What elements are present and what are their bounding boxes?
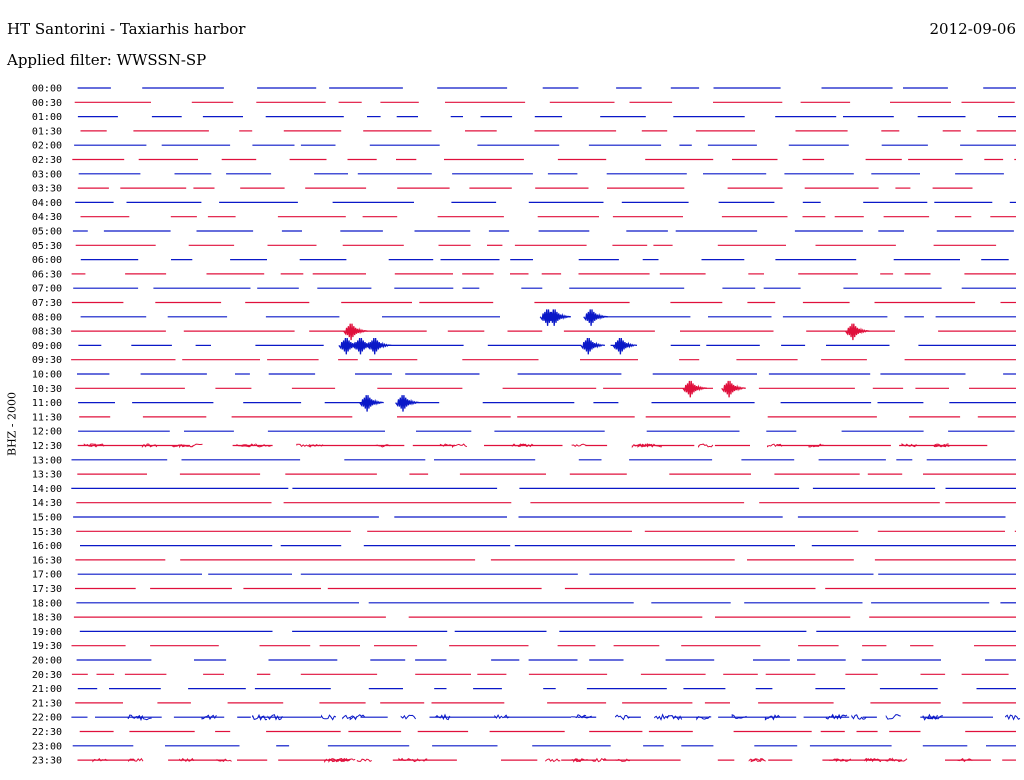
row-time-label: 10:30 [32,384,62,395]
row-time-label: 02:00 [32,141,62,152]
row-time-label: 07:00 [32,284,62,295]
row-time-label: 20:00 [32,656,62,667]
row-time-label: 23:00 [32,741,62,752]
row-time-label: 01:00 [32,112,62,123]
noise-burst [127,713,1021,722]
row-time-label: 21:00 [32,684,62,695]
row-time-label: 09:30 [32,355,62,366]
row-time-label: 04:30 [32,212,62,223]
filter-label: Applied filter: WWSSN-SP [7,51,207,69]
row-time-label: 20:30 [32,670,62,681]
row-time-label: 03:30 [32,184,62,195]
row-time-label: 08:00 [32,312,62,323]
row-time-label: 12:00 [32,427,62,438]
row-time-label: 13:00 [32,455,62,466]
seismic-event [395,395,420,412]
row-time-label: 11:30 [32,412,62,423]
trace-row [77,757,1016,764]
row-time-label: 21:30 [32,698,62,709]
row-time-label: 00:00 [32,84,62,95]
seismic-event [580,337,605,355]
row-time-label: 08:30 [32,327,62,338]
seismic-event [721,380,746,398]
trace-row [77,443,988,449]
noise-burst [83,443,950,449]
trace-row [71,713,1021,722]
row-time-label: 17:30 [32,584,62,595]
row-time-label: 10:00 [32,370,62,381]
seismic-event [343,323,368,341]
row-time-label: 14:30 [32,498,62,509]
row-time-label: 06:00 [32,255,62,266]
seismic-event [583,309,608,326]
row-time-label: 22:00 [32,713,62,724]
row-time-label: 06:30 [32,269,62,280]
row-time-label: 02:30 [32,155,62,166]
row-time-label: 15:30 [32,527,62,538]
trace-row [71,323,1016,341]
row-time-label: 22:30 [32,727,62,738]
row-time-label: 19:00 [32,627,62,638]
seismic-event [359,395,384,412]
row-time-label: 16:00 [32,541,62,552]
row-time-label: 17:00 [32,570,62,581]
row-time-label: 03:00 [32,169,62,180]
trace-row [78,395,1016,412]
row-time-label: 23:30 [32,756,62,767]
seismic-event [844,323,870,341]
row-time-label: 05:00 [32,227,62,238]
row-time-label: 11:00 [32,398,62,409]
row-time-label: 07:30 [32,298,62,309]
trace-row [80,309,1016,326]
seismic-event [366,337,392,355]
row-time-label: 05:30 [32,241,62,252]
row-time-label: 09:00 [32,341,62,352]
row-time-label: 18:00 [32,598,62,609]
row-time-label: 14:00 [32,484,62,495]
record-date: 2012-09-06 [929,20,1016,38]
trace-row [78,337,1016,355]
row-time-label: 12:30 [32,441,62,452]
row-time-label: 16:30 [32,555,62,566]
trace-row [75,380,1016,398]
row-time-label: 15:00 [32,513,62,524]
row-time-label: 04:00 [32,198,62,209]
seismic-event [612,337,638,355]
station-title: HT Santorini - Taxiarhis harbor [7,20,246,38]
seismic-event [546,309,571,326]
row-time-label: 01:30 [32,126,62,137]
row-time-label: 13:30 [32,470,62,481]
noise-burst [92,757,973,764]
seismic-event [682,380,707,398]
row-time-label: 18:30 [32,613,62,624]
row-time-label: 19:30 [32,641,62,652]
row-time-label: 00:30 [32,98,62,109]
